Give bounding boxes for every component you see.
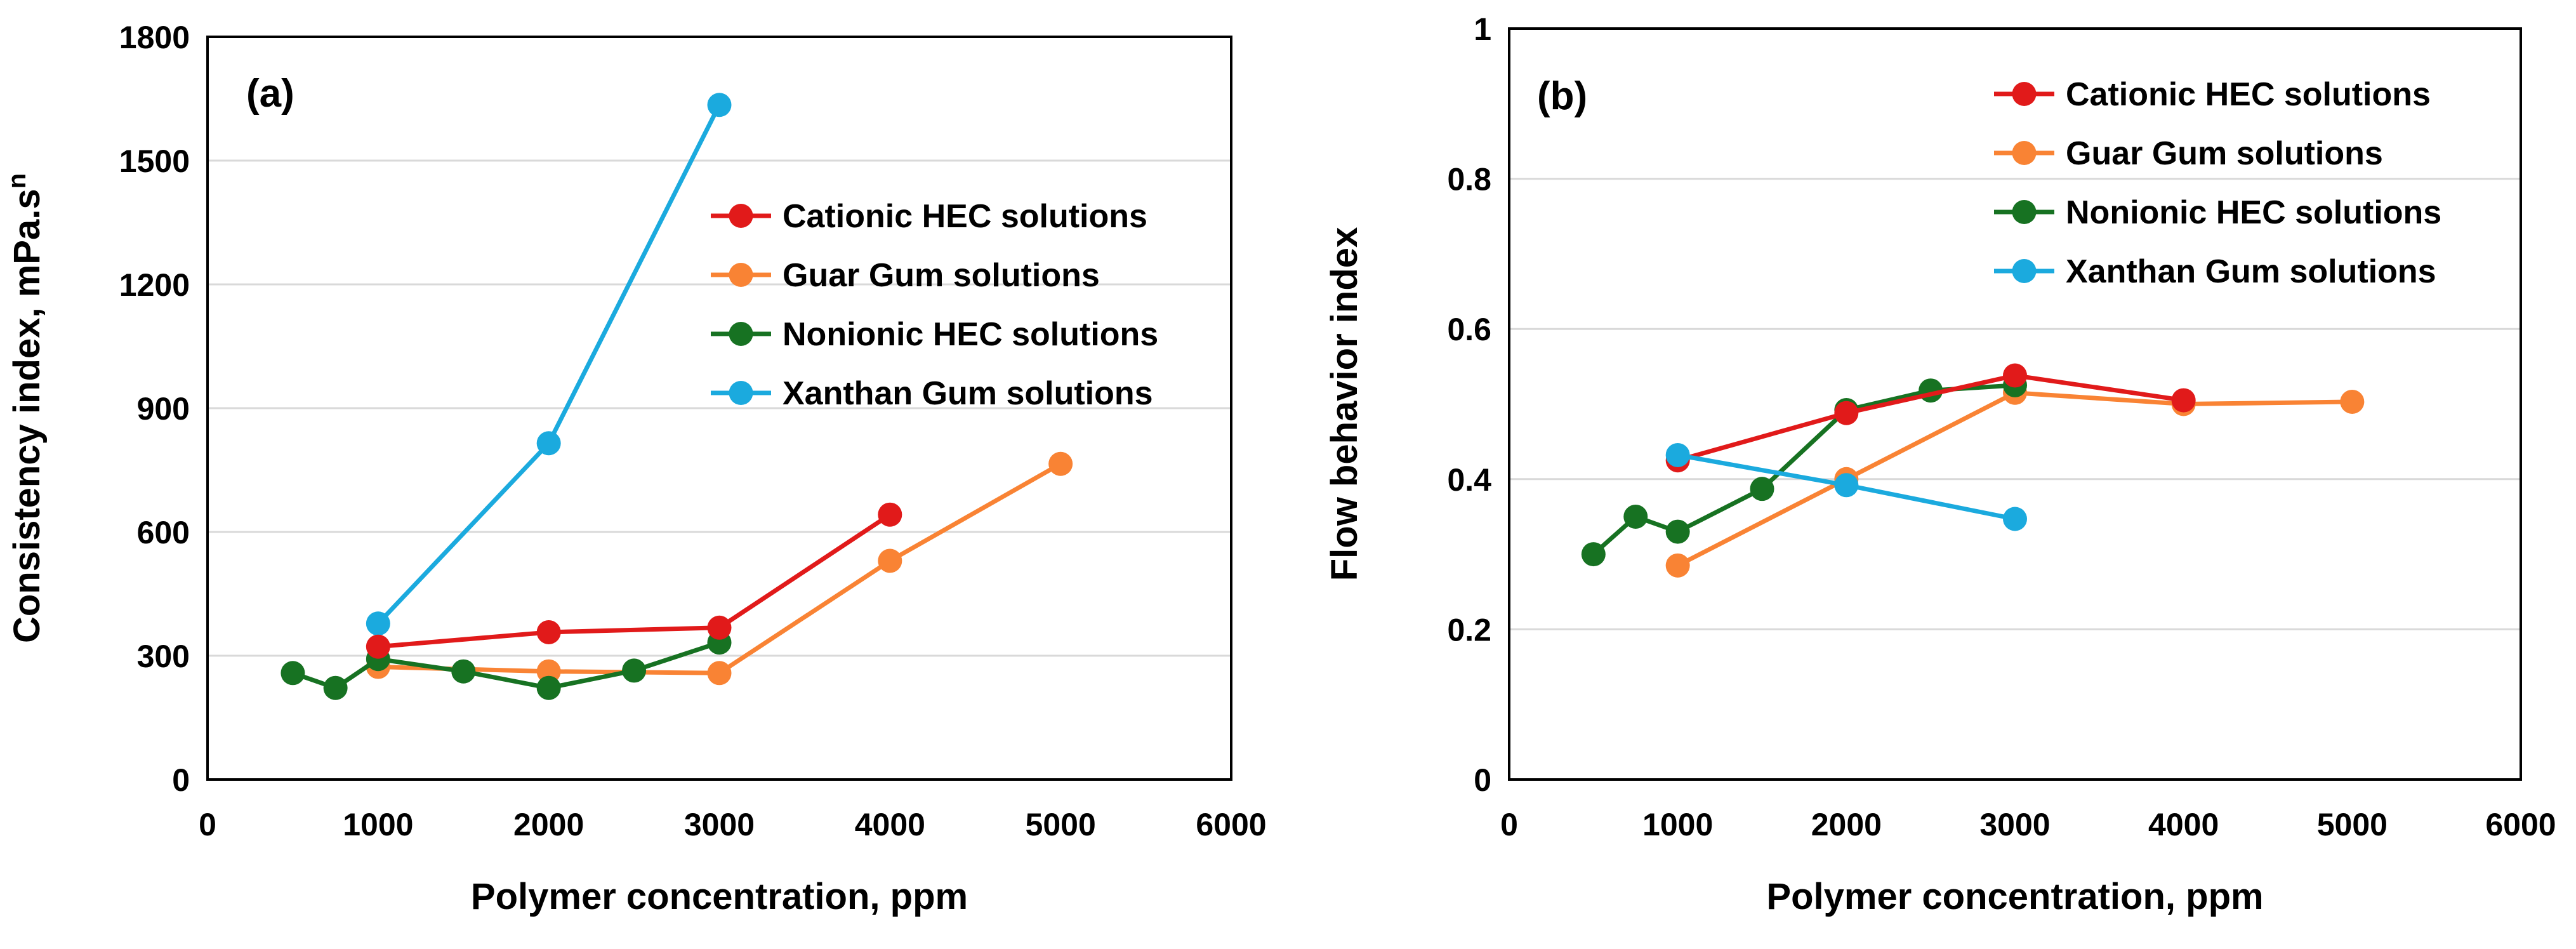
legend-marker	[2012, 82, 2037, 106]
y-axis-title-main: Flow behavior index	[1324, 227, 1365, 581]
legend-marker	[729, 204, 753, 228]
data-point	[1581, 542, 1606, 567]
series-line	[1592, 383, 2016, 556]
x-tick-label: 4000	[2148, 807, 2219, 842]
plot-frame	[1508, 27, 2522, 781]
data-point	[1665, 442, 1690, 467]
legend-marker	[729, 381, 753, 405]
data-point	[1048, 451, 1073, 476]
legend: Cationic HEC solutions Guar Gum solutions…	[1994, 76, 2441, 290]
x-tick-label: 1000	[1642, 807, 1713, 842]
legend-marker	[2012, 200, 2037, 224]
y-tick-label: 1200	[119, 267, 190, 303]
series-line	[378, 512, 892, 649]
panel-label: (a)	[246, 72, 294, 116]
y-tick-label: 300	[137, 639, 190, 674]
x-tick-label: 3000	[684, 807, 755, 842]
y-axis-title-main: Consistency index, mPa.s	[6, 189, 48, 643]
data-point	[1834, 473, 1859, 498]
y-axis-title: Flow behavior index	[1324, 227, 1365, 581]
legend-marker	[729, 263, 753, 287]
data-point	[1665, 553, 1690, 578]
legend-label: Cationic HEC solutions	[2066, 76, 2431, 113]
legend-marker	[2012, 141, 2037, 165]
data-point	[1834, 401, 1859, 425]
y-tick-label: 0	[1474, 762, 1491, 798]
x-axis-title: Polymer concentration, ppm	[1766, 876, 2263, 917]
x-axis-title: Polymer concentration, ppm	[471, 876, 968, 917]
data-point	[323, 675, 348, 700]
legend: Cationic HEC solutions Guar Gum solutions…	[711, 198, 1158, 412]
series-line	[292, 640, 720, 691]
data-point	[1665, 519, 1690, 544]
data-point	[536, 675, 561, 700]
legend-label: Guar Gum solutions	[2066, 135, 2383, 172]
data-point	[366, 611, 390, 636]
x-tick-label: 5000	[2317, 807, 2388, 842]
data-point	[2003, 363, 2027, 388]
y-tick-label: 1	[1474, 11, 1491, 47]
series-line	[1677, 373, 2184, 463]
data-point	[878, 548, 902, 573]
series-nonionic-hec-solutions	[281, 630, 732, 700]
legend-marker	[2012, 259, 2037, 283]
data-point	[707, 661, 732, 686]
y-tick-label: 0.8	[1447, 162, 1491, 197]
x-tick-label: 3000	[1979, 807, 2050, 842]
series-nonionic-hec-solutions	[1581, 373, 2027, 567]
legend-label: Cationic HEC solutions	[783, 198, 1147, 235]
x-tick-label: 0	[199, 807, 216, 842]
data-point	[1750, 477, 1774, 501]
data-point	[536, 620, 561, 644]
y-tick-label: 600	[137, 515, 190, 550]
y-axis-title-superscript: n	[3, 173, 31, 189]
chart-panel-b: 0 1000 2000 3000 4000 5000 6000 0 0.2 0.4 0.6 0.8 1 P…	[1324, 11, 2556, 917]
y-tick-label: 1500	[119, 143, 190, 179]
y-tick-label: 1800	[119, 20, 190, 55]
legend-marker	[729, 322, 753, 346]
x-tick-label: 6000	[1196, 807, 1266, 842]
x-tick-label: 6000	[2485, 807, 2556, 842]
legend-label: Guar Gum solutions	[783, 257, 1100, 294]
x-tick-label: 5000	[1026, 807, 1096, 842]
y-axis-title: Consistency index, mPa.sn	[3, 173, 48, 643]
series-cationic-hec-solutions	[366, 502, 902, 659]
data-point	[536, 431, 561, 456]
data-point	[281, 661, 305, 686]
x-tick-label: 0	[1500, 807, 1518, 842]
data-point	[2340, 389, 2365, 414]
x-tick-label: 1000	[343, 807, 413, 842]
x-tick-label: 2000	[1811, 807, 1882, 842]
y-tick-label: 0.4	[1447, 462, 1491, 498]
legend-label: Xanthan Gum solutions	[783, 375, 1153, 412]
series-xanthan-gum-solutions	[1665, 442, 2027, 531]
data-point	[622, 658, 647, 683]
y-tick-label: 0	[172, 762, 190, 798]
data-point	[451, 659, 476, 684]
chart-panel-a: 0 1000 2000 3000 4000 5000 6000 0 300 600 900 1200 1…	[3, 20, 1267, 917]
data-point	[536, 659, 561, 684]
panel-label: (b)	[1537, 74, 1587, 118]
y-tick-label: 0.6	[1447, 312, 1491, 347]
plot-frame	[206, 36, 1232, 781]
data-point	[707, 615, 732, 640]
y-tick-label: 900	[137, 391, 190, 427]
legend-label: Xanthan Gum solutions	[2066, 253, 2436, 290]
y-tick-label: 0.2	[1447, 612, 1491, 647]
data-point	[878, 502, 902, 527]
legend-label: Nonionic HEC solutions	[783, 316, 1158, 353]
x-tick-label: 4000	[855, 807, 925, 842]
x-tick-label: 2000	[513, 807, 584, 842]
legend-label: Nonionic HEC solutions	[2066, 194, 2441, 231]
data-point	[707, 93, 732, 117]
data-point	[2003, 507, 2027, 531]
data-point	[366, 634, 390, 659]
data-point	[2171, 388, 2196, 413]
series-line	[376, 103, 722, 625]
data-point	[1623, 504, 1648, 529]
series-xanthan-gum-solutions	[366, 93, 732, 636]
